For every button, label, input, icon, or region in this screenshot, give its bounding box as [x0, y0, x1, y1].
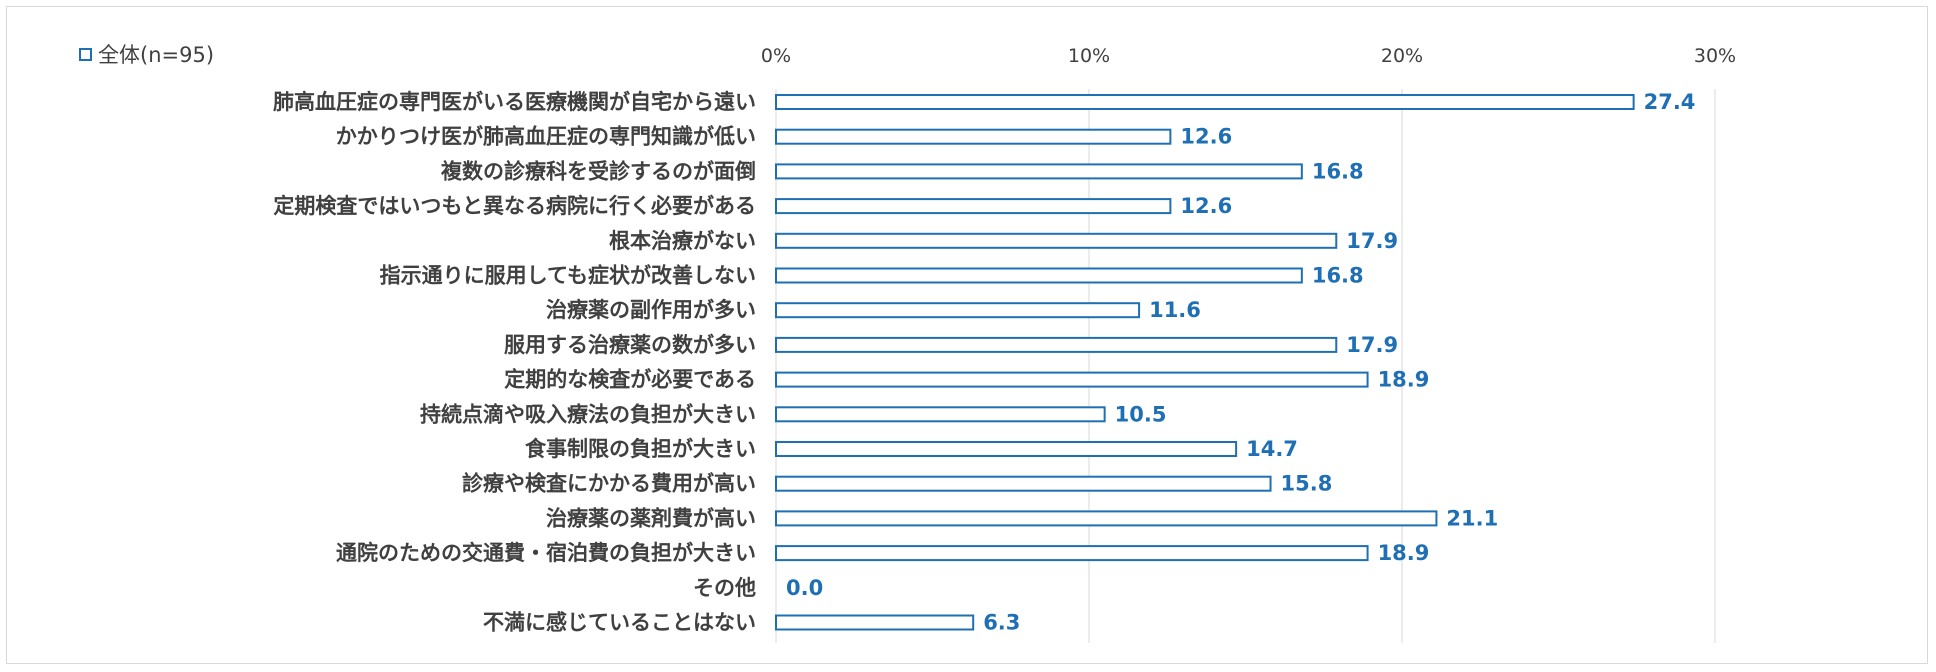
legend-label: 全体(n=95): [98, 43, 215, 67]
bar-10: [775, 406, 1106, 423]
category-label-6: 指示通りに服用しても症状が改善しない: [380, 264, 756, 288]
bar-11: [775, 441, 1238, 457]
value-label-4: 12.6: [1180, 194, 1232, 218]
category-label-1: 肺高血圧症の専門医がいる医療機関が自宅から遠い: [273, 90, 756, 114]
value-label-6: 16.8: [1312, 264, 1364, 288]
x-tick-label-10: 10%: [1068, 45, 1110, 67]
bar-9: [775, 371, 1369, 388]
category-label-10: 持続点滴や吸入療法の負担が大きい: [420, 402, 756, 426]
x-tick-label-20: 20%: [1381, 45, 1423, 67]
value-label-13: 21.1: [1446, 506, 1498, 530]
value-label-5: 17.9: [1346, 229, 1398, 253]
category-label-14: 通院のための交通費・宿泊費の負担が大きい: [336, 541, 756, 565]
category-label-9: 定期的な検査が必要である: [504, 368, 756, 392]
bar-7: [775, 302, 1141, 319]
value-label-14: 18.9: [1378, 541, 1430, 565]
bar-14: [775, 545, 1369, 562]
category-label-5: 根本治療がない: [609, 229, 756, 253]
chart-frame: 0% 10% 20% 30% 肺高血圧症の専門医がいる医療機関が自宅から遠いかかりつけ…: [6, 6, 1928, 664]
value-label-8: 17.9: [1346, 333, 1398, 357]
value-label-11: 14.7: [1246, 437, 1298, 461]
category-label-12: 診療や検査にかかる費用が高い: [462, 472, 756, 496]
category-label-16: 不満に感じていることはない: [483, 611, 756, 635]
bar-5: [775, 232, 1338, 249]
value-label-1: 27.4: [1644, 90, 1696, 114]
value-label-2: 12.6: [1180, 125, 1232, 149]
category-label-13: 治療薬の薬剤費が高い: [546, 506, 756, 530]
category-label-7: 治療薬の副作用が多い: [546, 298, 756, 322]
bar-3: [775, 163, 1303, 180]
bar-16: [775, 614, 975, 631]
bars: [775, 94, 1635, 631]
value-label-7: 11.6: [1149, 298, 1201, 322]
value-label-3: 16.8: [1312, 159, 1364, 183]
bar-1: [775, 94, 1635, 110]
value-label-10: 10.5: [1115, 402, 1167, 426]
value-labels: 27.4 12.6 16.8 12.6 17.9 16.8 11.6 17.9 18.9 10.5…: [786, 90, 1695, 635]
bar-2: [775, 128, 1172, 145]
value-label-9: 18.9: [1378, 368, 1430, 392]
bar-chart: 0% 10% 20% 30% 肺高血圧症の専門医がいる医療機関が自宅から遠いかかりつけ…: [273, 45, 1736, 643]
category-label-2: かかりつけ医が肺高血圧症の専門知識が低い: [336, 125, 756, 149]
x-tick-labels: 0% 10% 20% 30%: [761, 45, 1736, 67]
category-labels: 肺高血圧症の専門医がいる医療機関が自宅から遠いかかりつけ医が肺高血圧症の専門知識…: [273, 90, 756, 635]
bar-8: [775, 336, 1338, 353]
value-label-16: 6.3: [983, 611, 1020, 635]
bar-13: [775, 510, 1438, 527]
value-label-12: 15.8: [1281, 472, 1333, 496]
legend: 全体(n=95): [79, 39, 214, 69]
category-label-4: 定期検査ではいつもと異なる病院に行く必要がある: [273, 194, 756, 218]
category-label-11: 食事制限の負担が大きい: [525, 437, 756, 461]
x-tick-label-0: 0%: [761, 45, 791, 67]
category-label-3: 複数の診療科を受診するのが面倒: [440, 159, 756, 183]
x-tick-label-30: 30%: [1694, 45, 1736, 67]
bar-6: [775, 267, 1303, 284]
legend-swatch: [79, 47, 92, 61]
category-label-15: その他: [693, 576, 756, 600]
value-label-15: 0.0: [786, 576, 823, 600]
category-label-8: 服用する治療薬の数が多い: [504, 333, 756, 357]
bar-4: [775, 198, 1172, 215]
bar-12: [775, 475, 1272, 492]
